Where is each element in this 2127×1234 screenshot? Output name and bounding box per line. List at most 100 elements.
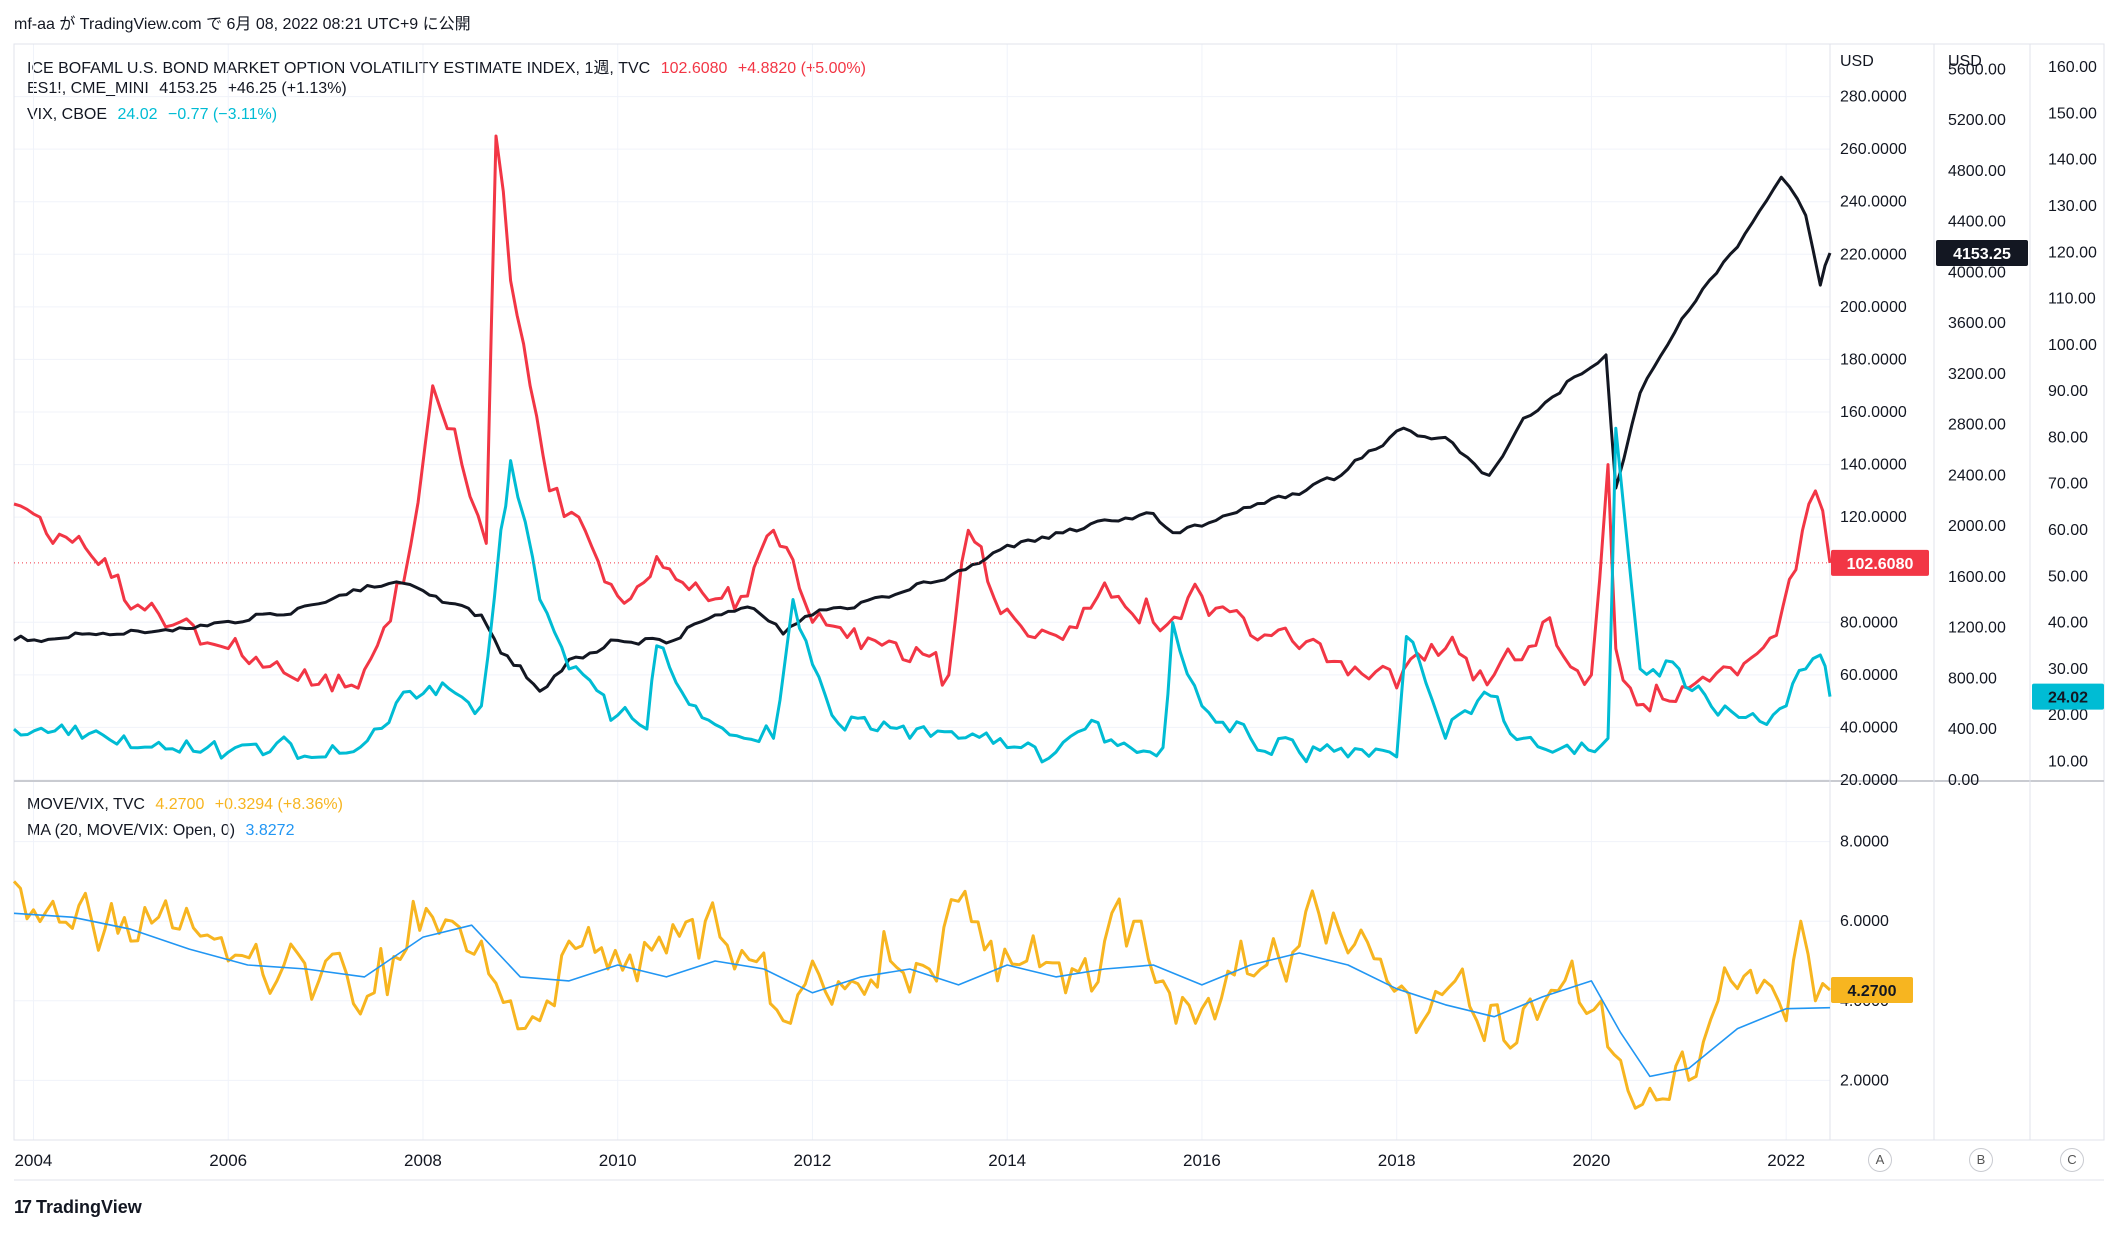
- legend-value: 102.6080: [660, 60, 728, 77]
- vix-axis-tick: 120.00: [2048, 244, 2097, 261]
- es-axis-tick: 1200.00: [1948, 620, 2006, 637]
- x-tick-label: 2022: [1767, 1151, 1805, 1170]
- time-axis[interactable]: 2004 2006 2008 2010 2012 2014 2016 2018 2020 2022: [15, 1151, 1806, 1170]
- es-axis-tick: 800.00: [1948, 670, 1997, 687]
- legend-value: 3.8272: [245, 822, 295, 839]
- tv-logo-icon: 17: [14, 1197, 32, 1217]
- move-axis-tick: 180.0000: [1840, 351, 1907, 368]
- legend-change: +46.25 (+1.13%): [227, 80, 347, 97]
- vix-axis-tick: 80.00: [2048, 429, 2088, 446]
- price-tags: 102.6080 4153.25 24.02 4.2700: [1831, 239, 2104, 1004]
- move-axis-tick: 20.0000: [1840, 772, 1898, 789]
- x-tick-label: 2014: [988, 1151, 1026, 1170]
- legend-row-ma[interactable]: MA (20, MOVE/VIX: Open, 0) 3.8272: [27, 822, 300, 840]
- legend-change: −0.77 (−3.11%): [167, 106, 278, 123]
- ratio-axis-tick: 2.0000: [1840, 1072, 1889, 1089]
- x-tick-label: 2004: [15, 1151, 53, 1170]
- es-axis-tick: 4000.00: [1948, 264, 2006, 281]
- legend-row-move[interactable]: ICE BOFAML U.S. BOND MARKET OPTION VOLAT…: [27, 54, 872, 78]
- x-tick-label: 2010: [599, 1151, 637, 1170]
- legend-name: MOVE/VIX, TVC: [27, 796, 145, 813]
- vix-axis-tick: 40.00: [2048, 615, 2088, 632]
- vix-axis-tick: 30.00: [2048, 661, 2088, 678]
- series-line-ratio: [12, 880, 1831, 1110]
- es-price-tag-bg: [1936, 239, 2028, 266]
- x-tick-label: 2008: [404, 1151, 442, 1170]
- vix-axis-tick: 100.00: [2048, 337, 2097, 354]
- es-axis-tick: 2800.00: [1948, 417, 2006, 434]
- scale-button-a[interactable]: A: [1868, 1148, 1892, 1172]
- vix-axis-tick: 130.00: [2048, 198, 2097, 215]
- vix-axis-tick: 20.00: [2048, 707, 2088, 724]
- legend-row-vix[interactable]: VIX, CBOE 24.02 −0.77 (−3.11%): [27, 106, 283, 124]
- es-axis-tick: 3600.00: [1948, 315, 2006, 332]
- x-tick-label: 2018: [1378, 1151, 1416, 1170]
- ratio-price-tag: 4.2700: [1848, 983, 1897, 1000]
- move-axis-tick: 140.0000: [1840, 457, 1907, 474]
- es-axis-unit: USD: [1948, 53, 1982, 70]
- move-price-tag: 102.6080: [1847, 556, 1914, 573]
- es-axis-tick: 1600.00: [1948, 569, 2006, 586]
- move-axis-tick: 60.0000: [1840, 667, 1898, 684]
- vix-price-tag: 24.02: [2048, 690, 2088, 707]
- es-axis-tick: 4800.00: [1948, 163, 2006, 180]
- grid: [14, 44, 1830, 1140]
- legend-value: 4153.25: [159, 80, 218, 97]
- move-price-tag-bg: [1831, 549, 1929, 576]
- series-line-vix: [13, 426, 1832, 764]
- move-axis-unit: USD: [1840, 53, 1874, 70]
- publish-header: mf-aa が TradingView.com で 6月 08, 2022 08…: [14, 16, 471, 33]
- legend-name: ICE BOFAML U.S. BOND MARKET OPTION VOLAT…: [27, 60, 651, 77]
- legend-name: MA (20, MOVE/VIX: Open, 0): [27, 822, 236, 839]
- vix-axis-tick: 90.00: [2048, 383, 2088, 400]
- es-axis-tick: 4400.00: [1948, 214, 2006, 231]
- vix-axis-tick: 60.00: [2048, 522, 2088, 539]
- legend-change: +0.3294 (+8.36%): [214, 796, 343, 813]
- es-axis-tick: 2400.00: [1948, 467, 2006, 484]
- move-axis-tick: 200.0000: [1840, 299, 1907, 316]
- ratio-price-tag-bg: [1831, 977, 1913, 1004]
- vix-axis-tick: 70.00: [2048, 476, 2088, 493]
- vix-price-tag-bg: [2032, 683, 2104, 710]
- legend-change: +4.8820 (+5.00%): [737, 60, 866, 77]
- es-axis-tick: 5200.00: [1948, 112, 2006, 129]
- es-axis-tick: 5600.00: [1948, 61, 2006, 78]
- move-axis-tick: 80.0000: [1840, 614, 1898, 631]
- series-line-es: [13, 175, 1832, 693]
- legend-row-es[interactable]: ES1!, CME_MINI 4153.25 +46.25 (+1.13%): [27, 80, 353, 98]
- vix-axis-tick: 140.00: [2048, 152, 2097, 169]
- scale-button-c[interactable]: C: [2060, 1148, 2084, 1172]
- tradingview-logo[interactable]: 17 TradingView: [14, 1197, 142, 1218]
- move-axis-tick: 160.0000: [1840, 404, 1907, 421]
- top-pane-series: [13, 134, 1832, 764]
- price-axes[interactable]: 20.0000 40.0000 60.0000 80.0000 120.0000 140.…: [1840, 53, 2097, 1089]
- legend-name: VIX, CBOE: [27, 106, 108, 123]
- vix-axis-tick: 50.00: [2048, 568, 2088, 585]
- move-axis-tick: 220.0000: [1840, 246, 1907, 263]
- bottom-pane-series: [12, 880, 1831, 1110]
- es-axis-tick: 0.00: [1948, 772, 1979, 789]
- es-price-tag: 4153.25: [1953, 246, 2011, 263]
- vix-axis-tick: 160.00: [2048, 59, 2097, 76]
- brand-label: TradingView: [36, 1197, 142, 1217]
- move-axis-tick: 120.0000: [1840, 509, 1907, 526]
- ratio-axis-tick: 6.0000: [1840, 913, 1889, 930]
- legend-name: ES1!, CME_MINI: [27, 80, 149, 97]
- vix-axis-tick: 10.00: [2048, 753, 2088, 770]
- es-axis-tick: 400.00: [1948, 721, 1997, 738]
- legend-row-ratio[interactable]: MOVE/VIX, TVC 4.2700 +0.3294 (+8.36%): [27, 796, 349, 814]
- x-tick-label: 2016: [1183, 1151, 1221, 1170]
- ratio-axis-tick: 8.0000: [1840, 834, 1889, 851]
- move-axis-tick: 40.0000: [1840, 719, 1898, 736]
- x-tick-label: 2012: [794, 1151, 832, 1170]
- series-line-move: [13, 134, 1832, 713]
- series-line-ma: [13, 912, 1831, 1078]
- move-axis-tick: 240.0000: [1840, 194, 1907, 211]
- scale-button-b[interactable]: B: [1969, 1148, 1993, 1172]
- legend-value: 24.02: [117, 106, 158, 123]
- pane-frames: [13, 43, 2105, 1181]
- legend-value: 4.2700: [155, 796, 205, 813]
- x-tick-label: 2006: [209, 1151, 247, 1170]
- move-axis-tick: 260.0000: [1840, 141, 1907, 158]
